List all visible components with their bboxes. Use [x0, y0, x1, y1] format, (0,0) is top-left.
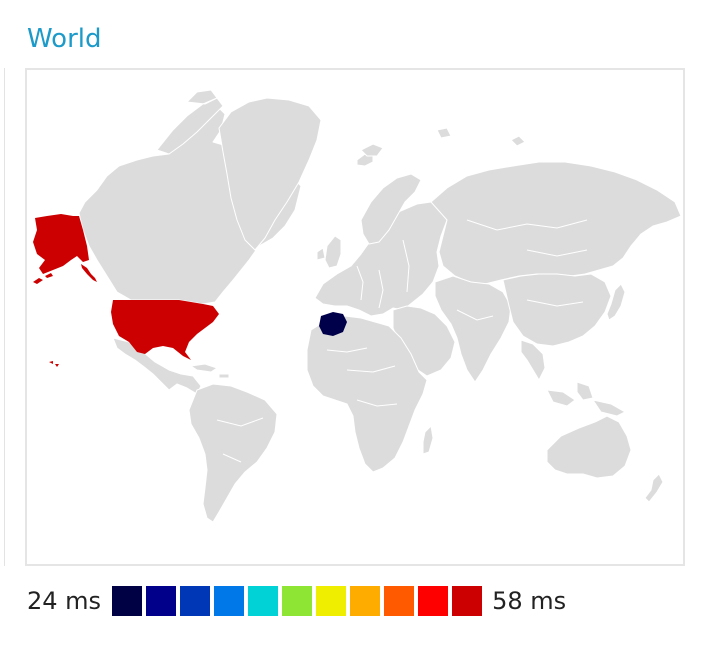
legend-swatch-5: [248, 586, 279, 616]
region-japan[interactable]: [606, 283, 626, 321]
color-scale-legend: 24 ms 58 ms: [27, 585, 566, 617]
highlighted-regions: [33, 214, 347, 367]
adjacent-panel-edge: [0, 68, 5, 566]
region-united-states[interactable]: [111, 300, 219, 360]
region-spain[interactable]: [319, 312, 347, 336]
legend-swatch-4: [214, 586, 245, 616]
region-aleutian-islands[interactable]: [33, 264, 97, 284]
legend-max-label: 58 ms: [492, 587, 567, 615]
legend-swatches: [112, 586, 483, 616]
legend-min-label: 24 ms: [27, 587, 102, 615]
region-russia[interactable]: [430, 161, 682, 285]
region-australia[interactable]: [546, 415, 632, 479]
region-central-south-asia[interactable]: [434, 275, 512, 383]
region-british-isles[interactable]: [316, 235, 342, 269]
region-hawaii[interactable]: [49, 361, 59, 367]
legend-swatch-6: [282, 586, 313, 616]
legend-swatch-10: [418, 586, 449, 616]
region-south-america[interactable]: [188, 383, 278, 523]
region-alaska[interactable]: [33, 214, 89, 274]
base-land: [78, 89, 682, 523]
legend-swatch-1: [112, 586, 143, 616]
legend-swatch-2: [146, 586, 177, 616]
world-map[interactable]: [27, 70, 683, 564]
region-europe[interactable]: [314, 201, 448, 317]
legend-swatch-9: [384, 586, 415, 616]
region-caribbean[interactable]: [190, 363, 230, 379]
region-east-asia[interactable]: [502, 273, 612, 347]
legend-swatch-7: [316, 586, 347, 616]
map-title: World: [27, 24, 102, 54]
region-africa[interactable]: [306, 315, 428, 473]
world-map-panel[interactable]: [25, 68, 685, 566]
legend-swatch-11: [452, 586, 483, 616]
region-svalbard[interactable]: [360, 127, 526, 157]
region-southeast-asia[interactable]: [520, 339, 626, 417]
legend-swatch-3: [180, 586, 211, 616]
region-scandinavia[interactable]: [360, 173, 422, 245]
region-new-zealand[interactable]: [644, 473, 664, 503]
legend-swatch-8: [350, 586, 381, 616]
region-madagascar[interactable]: [422, 425, 434, 455]
region-greenland[interactable]: [218, 97, 322, 251]
region-mexico-central-america[interactable]: [112, 337, 202, 395]
